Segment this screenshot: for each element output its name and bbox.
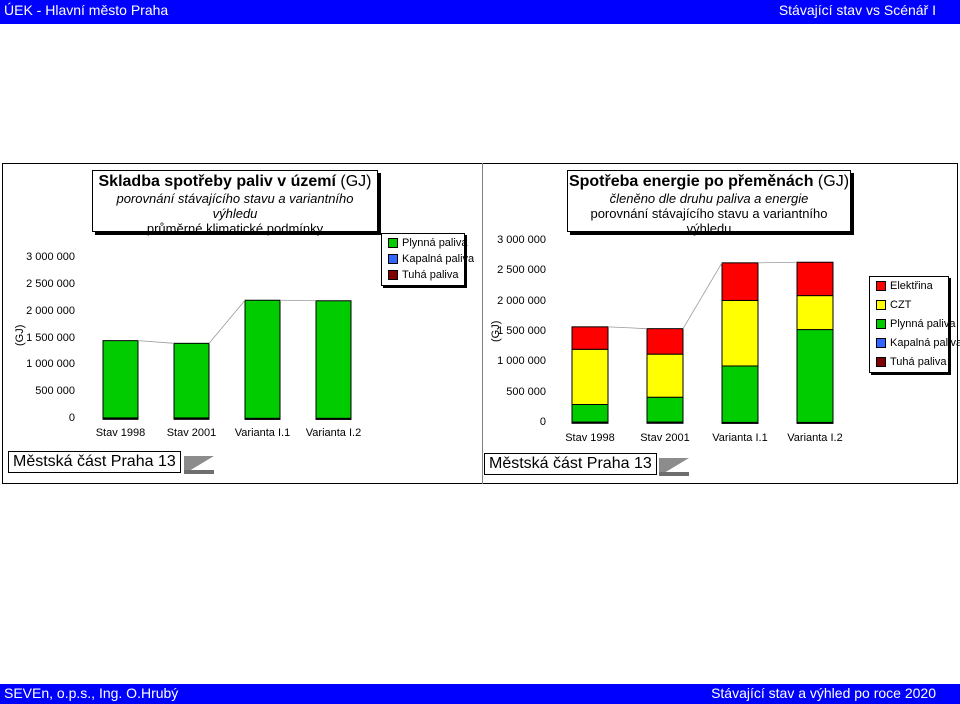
- left-ytick-label: 2 500 000: [26, 277, 75, 290]
- right-legend-item-gas: Plynná paliva: [876, 317, 955, 331]
- right-bar-elektrina-stav-2001: [646, 328, 684, 355]
- header-bar: ÚEK - Hlavní město Praha Stávající stav …: [0, 0, 960, 24]
- left-xtick-label: Varianta I.2: [305, 427, 362, 439]
- left-chart-subtitle-2: průměrné klimatické podmínky: [146, 221, 324, 236]
- blue-swatch-icon: [388, 254, 398, 265]
- left-ytick-label: 2 000 000: [26, 304, 75, 317]
- right-district-decoration-base: [659, 472, 689, 476]
- right-legend-item-liquid: Kapalná paliva: [876, 336, 960, 350]
- left-series-line: [137, 340, 175, 344]
- darkred-swatch-icon: [388, 270, 398, 281]
- right-chart-legend: Elektřina CZT Plynná paliva Kapalná pali…: [869, 276, 960, 373]
- right-chart-subtitle-2: porovnání stávajícího stavu a variantníh…: [590, 206, 828, 236]
- right-xtick-label: Varianta I.2: [787, 432, 843, 444]
- right-chart-subtitle-1: členěno dle druhu paliva a energie: [609, 191, 809, 206]
- left-district-decoration: [184, 456, 214, 474]
- left-ytick-label: 0: [68, 412, 75, 424]
- left-bar-plynna-paliva-varianta-i-2: [315, 300, 352, 419]
- left-series-line: [208, 299, 246, 344]
- right-bar-plynna-paliva-varianta-i-1: [721, 365, 759, 423]
- right-bar-plynna-paliva-varianta-i-2: [796, 329, 834, 423]
- left-district-label: Městská část Praha 13: [8, 451, 181, 473]
- right-series-line: [682, 262, 723, 329]
- left-legend-item-solid: Tuhá paliva: [388, 268, 458, 282]
- right-bar-elektrina-stav-1998: [571, 326, 609, 350]
- right-chart-title: Spotřeba energie po přeměnách: [568, 173, 814, 190]
- header-left: ÚEK - Hlavní město Praha: [4, 2, 169, 18]
- left-bar-plynna-paliva-varianta-i-1: [244, 299, 281, 419]
- right-legend-item-electricity: Elektřina: [876, 279, 933, 293]
- right-ytick-label: 3 000 000: [497, 234, 546, 246]
- yellow-swatch-icon: [876, 300, 886, 311]
- left-chart-title-box: Skladba spotřeby paliv v území (GJ) poro…: [92, 170, 378, 236]
- left-ytick-label: 1 000 000: [26, 358, 75, 371]
- left-ytick-label: 3 000 000: [26, 251, 75, 263]
- green-swatch-icon: [876, 319, 886, 330]
- right-xtick-label: Stav 1998: [565, 432, 615, 444]
- footer-bar: SEVEn, o.p.s., Ing. O.Hrubý Stávající st…: [0, 684, 960, 704]
- right-bar-elektrina-varianta-i-1: [721, 262, 759, 301]
- left-legend-item-liquid: Kapalná paliva: [388, 252, 474, 266]
- green-swatch-icon: [388, 238, 398, 249]
- right-chart-title-box: Spotřeba energie po přeměnách (GJ) členě…: [567, 170, 851, 236]
- right-district-decoration: [659, 458, 689, 476]
- left-bar-plynna-paliva-stav-2001: [173, 342, 210, 419]
- right-bar-plynna-paliva-stav-1998: [571, 403, 609, 423]
- right-ytick-label: 1 000 000: [497, 355, 546, 368]
- right-bar-plynna-paliva-stav-2001: [646, 396, 684, 423]
- blue-swatch-icon: [876, 338, 886, 349]
- footer-left: SEVEn, o.p.s., Ing. O.Hrubý: [4, 685, 179, 701]
- right-ytick-label: 500 000: [506, 385, 546, 398]
- right-xtick-label: Stav 2001: [640, 432, 690, 444]
- charts-divider: [482, 163, 483, 484]
- left-ytick-label: 500 000: [35, 385, 75, 398]
- right-ytick-label: 2 500 000: [497, 264, 546, 277]
- right-ytick-label: 1 500 000: [497, 325, 546, 337]
- left-legend-item-gas: Plynná paliva: [388, 236, 467, 250]
- right-bar-czt-varianta-i-2: [796, 295, 834, 331]
- left-xtick-label: Stav 2001: [166, 427, 217, 439]
- left-bar-plynna-paliva-stav-1998: [102, 340, 139, 419]
- right-xtick-label: Varianta I.1: [712, 432, 768, 444]
- right-series-line: [757, 261, 798, 264]
- left-chart-legend: Plynná paliva Kapalná paliva Tuhá paliva: [381, 233, 474, 286]
- left-series-line: [279, 299, 317, 302]
- header-right: Stávající stav vs Scénář I: [778, 2, 936, 18]
- right-bar-czt-stav-1998: [571, 348, 609, 405]
- right-legend-item-solid: Tuhá paliva: [876, 355, 946, 369]
- red-swatch-icon: [876, 281, 886, 292]
- right-ytick-label: 2 000 000: [497, 294, 546, 307]
- right-ytick-label: 0: [539, 416, 546, 428]
- right-bar-elektrina-varianta-i-2: [796, 261, 834, 297]
- left-chart-subtitle-1: porovnání stávajícího stavu a variantníh…: [116, 191, 354, 221]
- right-bar-czt-varianta-i-1: [721, 299, 759, 367]
- charts-frame: [2, 163, 958, 484]
- footer-right: Stávající stav a výhled po roce 2020: [711, 685, 936, 701]
- left-ytick-label: 1 500 000: [26, 331, 75, 344]
- right-chart-title-unit: (GJ): [817, 173, 850, 190]
- left-chart-title: Skladba spotřeby paliv v území: [98, 173, 336, 190]
- darkred-swatch-icon: [876, 357, 886, 368]
- right-series-line: [607, 326, 648, 330]
- left-xtick-label: Varianta I.1: [234, 427, 291, 439]
- right-bar-czt-stav-2001: [646, 353, 684, 398]
- left-xtick-label: Stav 1998: [95, 427, 146, 439]
- left-district-decoration-base: [184, 470, 214, 474]
- right-legend-item-czt: CZT: [876, 298, 911, 312]
- right-district-label: Městská část Praha 13: [484, 453, 657, 475]
- left-chart-title-unit: (GJ): [340, 173, 372, 190]
